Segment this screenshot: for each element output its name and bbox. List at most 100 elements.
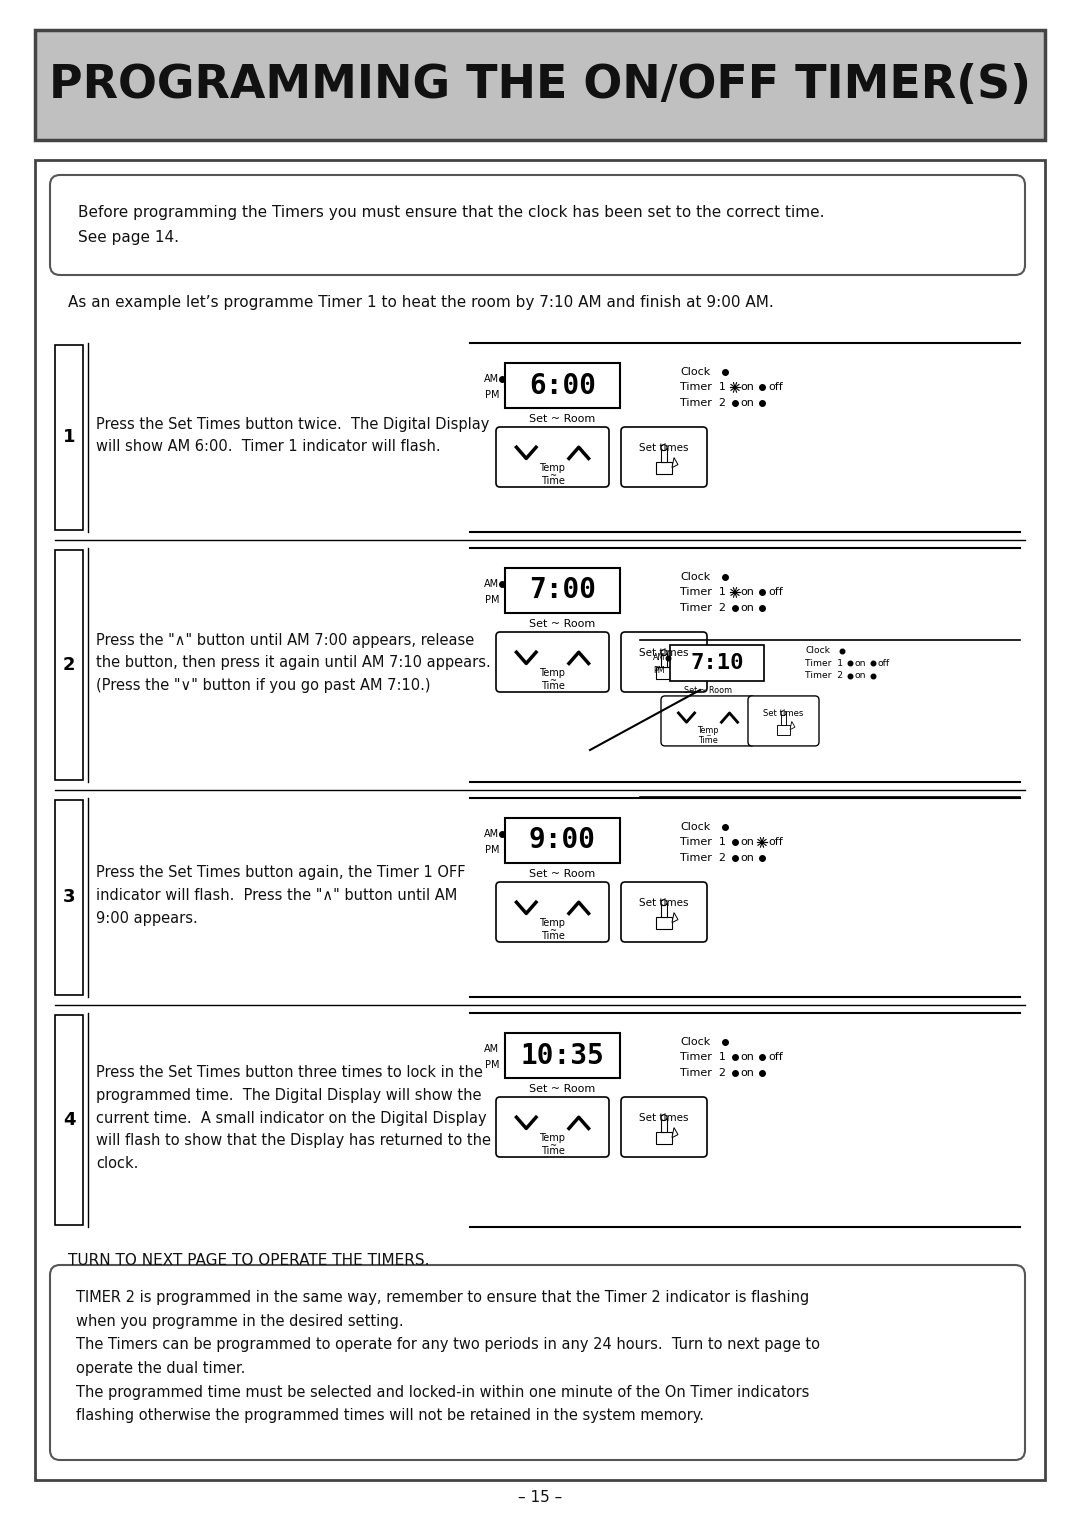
Text: off: off: [768, 1053, 783, 1062]
Circle shape: [661, 650, 667, 656]
Text: – 15 –: – 15 –: [518, 1491, 562, 1506]
Text: ~: ~: [549, 472, 556, 481]
Text: Set ~ Room: Set ~ Room: [529, 868, 595, 879]
FancyBboxPatch shape: [661, 696, 755, 746]
Text: Timer  2: Timer 2: [680, 853, 726, 862]
Text: Timer  1: Timer 1: [680, 1053, 726, 1062]
Bar: [505, 568, 620, 613]
Text: Timer  2: Timer 2: [680, 1068, 726, 1077]
Text: Temp: Temp: [540, 668, 566, 679]
Bar: [35, 31, 1045, 140]
Text: Before programming the Timers you must ensure that the clock has been set to the: Before programming the Timers you must e…: [78, 204, 824, 244]
Text: 3: 3: [63, 888, 76, 906]
Bar: [656, 1132, 672, 1143]
Text: Set ~ Room: Set ~ Room: [529, 414, 595, 424]
Text: Set ~ Room: Set ~ Room: [529, 620, 595, 629]
Text: Clock: Clock: [680, 572, 711, 581]
Bar: [656, 667, 672, 679]
Text: Press the "∧" button until AM 7:00 appears, release
the button, then press it ag: Press the "∧" button until AM 7:00 appea…: [96, 633, 490, 693]
Text: Set times: Set times: [639, 1112, 689, 1123]
Text: Set times: Set times: [639, 897, 689, 908]
Text: Timer  2: Timer 2: [806, 671, 843, 681]
Text: ~: ~: [549, 1141, 556, 1151]
Text: 4: 4: [63, 1111, 76, 1129]
Polygon shape: [791, 722, 795, 729]
Bar: [35, 160, 1045, 1480]
Text: Press the Set Times button three times to lock in the
programmed time.  The Digi: Press the Set Times button three times t…: [96, 1065, 491, 1170]
Text: 1: 1: [63, 429, 76, 447]
Polygon shape: [672, 1128, 678, 1137]
Text: TURN TO NEXT PAGE TO OPERATE THE TIMERS.: TURN TO NEXT PAGE TO OPERATE THE TIMERS.: [68, 1253, 430, 1268]
Text: Timer  1: Timer 1: [680, 838, 726, 847]
Text: Set ~ Room: Set ~ Room: [685, 687, 732, 696]
Text: Time: Time: [541, 1146, 565, 1157]
FancyBboxPatch shape: [621, 1097, 707, 1157]
FancyBboxPatch shape: [621, 427, 707, 487]
Text: Set ~ Room: Set ~ Room: [529, 1083, 595, 1094]
Bar: [777, 725, 791, 734]
Text: 2: 2: [63, 656, 76, 674]
Text: on: on: [740, 1068, 754, 1077]
Text: Press the Set Times button twice.  The Digital Display
will show AM 6:00.  Timer: Press the Set Times button twice. The Di…: [96, 417, 489, 455]
Text: 6:00: 6:00: [529, 371, 596, 400]
Bar: [55, 549, 83, 780]
Text: on: on: [740, 1053, 754, 1062]
Text: AM: AM: [484, 829, 499, 839]
Circle shape: [781, 711, 786, 716]
Bar: [505, 818, 620, 864]
Polygon shape: [672, 458, 678, 467]
FancyBboxPatch shape: [748, 696, 819, 746]
Bar: [661, 1117, 667, 1132]
Bar: [656, 917, 672, 929]
Text: Clock: Clock: [680, 823, 711, 832]
Text: PM: PM: [485, 845, 499, 856]
Text: Timer  1: Timer 1: [680, 588, 726, 597]
Text: Set times: Set times: [639, 647, 689, 658]
Text: Temp: Temp: [698, 726, 719, 734]
Bar: [661, 902, 667, 917]
Text: Clock: Clock: [680, 366, 711, 377]
FancyBboxPatch shape: [50, 175, 1025, 275]
Circle shape: [661, 900, 667, 905]
Polygon shape: [672, 662, 678, 673]
Text: Timer  2: Timer 2: [680, 398, 726, 407]
Text: 10:35: 10:35: [521, 1042, 605, 1070]
FancyBboxPatch shape: [496, 1097, 609, 1157]
Text: 9:00: 9:00: [529, 827, 596, 855]
Text: Time: Time: [541, 931, 565, 942]
Text: AM: AM: [484, 1044, 499, 1054]
Text: Time: Time: [698, 736, 718, 745]
Bar: [781, 713, 786, 725]
Text: Clock: Clock: [680, 1038, 711, 1047]
Text: AM: AM: [484, 578, 499, 589]
Bar: [670, 645, 764, 681]
Bar: [55, 1015, 83, 1225]
Text: PM: PM: [653, 667, 665, 676]
FancyBboxPatch shape: [621, 882, 707, 942]
Text: on: on: [854, 659, 866, 668]
Polygon shape: [672, 913, 678, 923]
Text: Temp: Temp: [540, 1134, 566, 1143]
Text: on: on: [854, 671, 866, 681]
FancyBboxPatch shape: [496, 882, 609, 942]
Bar: [661, 447, 667, 461]
Text: off: off: [768, 588, 783, 597]
Text: Timer  1: Timer 1: [806, 659, 843, 668]
Circle shape: [661, 444, 667, 450]
Bar: [55, 800, 83, 995]
Text: Timer  1: Timer 1: [680, 383, 726, 392]
Text: PM: PM: [485, 391, 499, 400]
FancyBboxPatch shape: [50, 1265, 1025, 1460]
FancyBboxPatch shape: [496, 632, 609, 691]
Text: Temp: Temp: [540, 919, 566, 928]
Text: ~: ~: [549, 926, 556, 935]
Text: 7:00: 7:00: [529, 577, 596, 604]
Text: PM: PM: [485, 1061, 499, 1070]
Text: ~: ~: [549, 676, 556, 685]
FancyBboxPatch shape: [496, 427, 609, 487]
Text: AM: AM: [484, 374, 499, 383]
Text: on: on: [740, 588, 754, 597]
Text: 7:10: 7:10: [690, 653, 744, 673]
Text: Press the Set Times button again, the Timer 1 OFF
indicator will flash.  Press t: Press the Set Times button again, the Ti…: [96, 865, 465, 926]
FancyBboxPatch shape: [621, 632, 707, 691]
